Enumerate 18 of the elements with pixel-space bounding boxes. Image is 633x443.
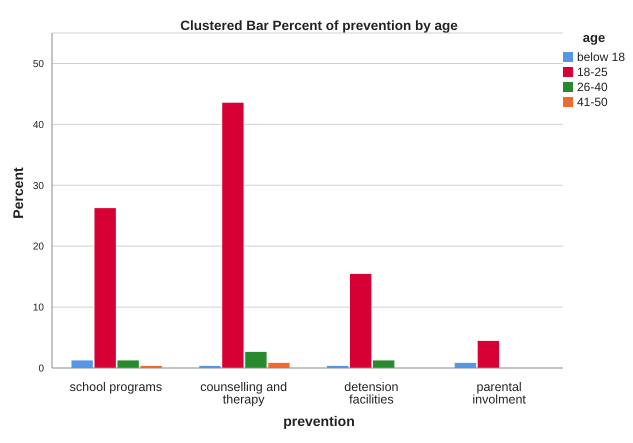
legend-label: below 18 <box>576 49 625 64</box>
legend-label: 41-50 <box>576 94 609 109</box>
y-tick-label: 30 <box>32 180 44 192</box>
y-tick-label: 10 <box>32 302 44 314</box>
y-tick-label: 40 <box>32 120 44 131</box>
x-tick-label: counselling and therapy <box>200 380 288 406</box>
y-tick-label: 0 <box>38 364 44 375</box>
chart-title: Clustered Bar Percent of prevention by age <box>179 18 459 33</box>
x-axis-title: prevention <box>282 413 356 429</box>
x-tick-label: school programs <box>70 380 162 394</box>
y-tick-label: 50 <box>32 59 44 70</box>
x-tick-label: detension facilities <box>344 380 399 406</box>
x-tick-label: parental involment <box>472 380 526 406</box>
legend-title: age <box>582 30 606 45</box>
y-axis-title: Percent <box>10 166 26 221</box>
y-tick-label: 20 <box>32 242 44 253</box>
legend-label: 26-40 <box>576 79 609 94</box>
legend-label: 18-25 <box>576 64 609 79</box>
